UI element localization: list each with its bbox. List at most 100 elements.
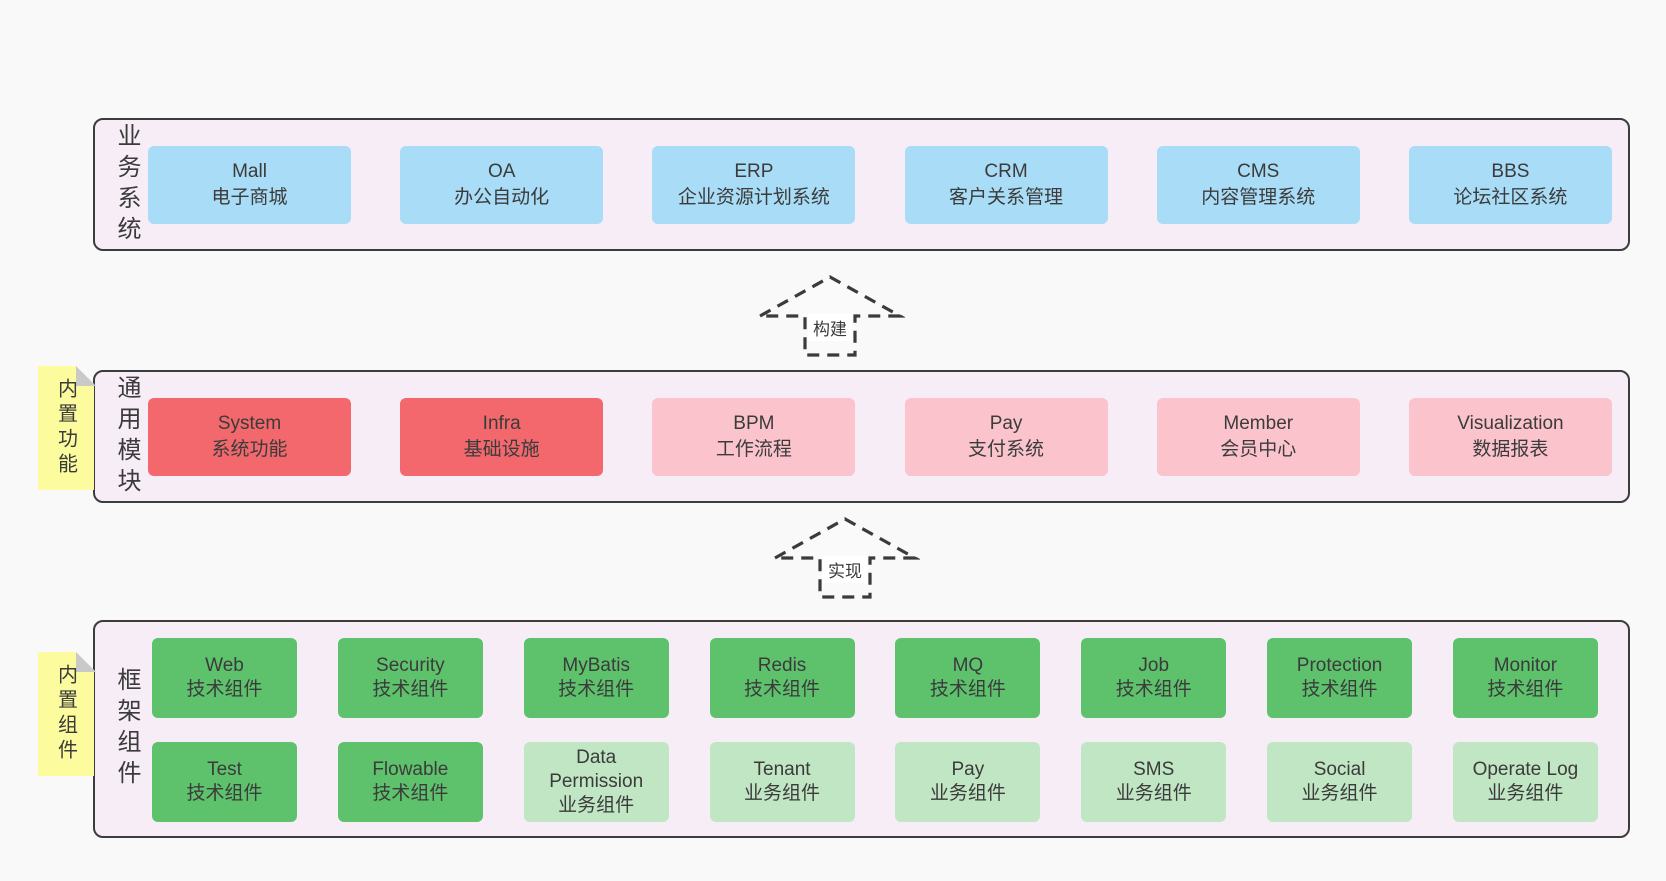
box-desc: 技术组件 bbox=[186, 679, 263, 700]
box-name: BBS bbox=[1491, 160, 1530, 182]
box-desc: 企业资源计划系统 bbox=[677, 186, 830, 208]
box-desc: 技术组件 bbox=[1115, 679, 1192, 700]
box-name: Test bbox=[207, 759, 242, 780]
box-security: Security 技术组件 bbox=[337, 638, 483, 718]
box-desc: 业务组件 bbox=[929, 783, 1006, 804]
note-built-in-components: 内置组件 bbox=[38, 652, 96, 776]
box-erp: ERP 企业资源计划系统 bbox=[652, 145, 856, 224]
box-desc: 技术组件 bbox=[372, 783, 449, 804]
box-flowable: Flowable 技术组件 bbox=[337, 742, 483, 822]
layer-business-systems: 业务系统 Mall 电子商城 OA 办公自动化 ERP 企业资源计划系统 CRM… bbox=[93, 118, 1630, 251]
box-desc: 数据报表 bbox=[1472, 438, 1549, 460]
box-desc: 系统功能 bbox=[211, 438, 288, 460]
box-desc: 业务组件 bbox=[1301, 783, 1378, 804]
box-name: BPM bbox=[733, 412, 775, 434]
arrow-implement: 实现 bbox=[770, 514, 920, 602]
box-name: Flowable bbox=[372, 759, 449, 780]
box-desc: 业务组件 bbox=[558, 795, 635, 816]
box-member: Member 会员中心 bbox=[1156, 397, 1360, 476]
components-rows: Web 技术组件 Security 技术组件 MyBatis 技术组件 Redi… bbox=[152, 638, 1598, 822]
box-name: Web bbox=[205, 655, 244, 676]
box-desc: 技术组件 bbox=[186, 783, 263, 804]
box-desc: 技术组件 bbox=[929, 679, 1006, 700]
box-visualization: Visualization 数据报表 bbox=[1408, 397, 1612, 476]
box-sms: SMS 业务组件 bbox=[1081, 742, 1227, 822]
box-name: Member bbox=[1223, 412, 1294, 434]
box-name: Monitor bbox=[1493, 655, 1558, 676]
box-name: SMS bbox=[1133, 759, 1175, 780]
box-name: ERP bbox=[734, 160, 774, 182]
box-name: CMS bbox=[1237, 160, 1280, 182]
box-name: Protection bbox=[1296, 655, 1383, 676]
box-desc: 基础设施 bbox=[463, 438, 540, 460]
note-built-in-features: 内置功能 bbox=[38, 366, 96, 490]
box-web: Web 技术组件 bbox=[152, 638, 297, 718]
box-infra: Infra 基础设施 bbox=[400, 397, 604, 476]
box-bpm: BPM 工作流程 bbox=[652, 397, 856, 476]
box-name: Tenant bbox=[753, 759, 811, 780]
layer-modules-side-label: 通用模块 bbox=[113, 374, 140, 499]
box-pay-component: Pay 业务组件 bbox=[895, 742, 1041, 822]
box-mq: MQ 技术组件 bbox=[895, 638, 1041, 718]
box-data-permission: Data Permission 业务组件 bbox=[523, 742, 669, 822]
box-pay-system: Pay 支付系统 bbox=[904, 397, 1108, 476]
box-monitor: Monitor 技术组件 bbox=[1452, 638, 1598, 718]
layer-components-side-label: 框架组件 bbox=[113, 667, 140, 791]
layer-business-side-label: 业务系统 bbox=[113, 122, 140, 247]
layer-framework-components: 框架组件 Web 技术组件 Security 技术组件 MyBatis 技术组件… bbox=[93, 620, 1630, 838]
box-desc: 办公自动化 bbox=[454, 186, 550, 208]
box-desc: 技术组件 bbox=[372, 679, 449, 700]
box-cms: CMS 内容管理系统 bbox=[1156, 145, 1360, 224]
components-row-2: Test 技术组件 Flowable 技术组件 Data Permission … bbox=[152, 742, 1598, 822]
box-oa: OA 办公自动化 bbox=[400, 145, 604, 224]
box-name: Pay bbox=[951, 759, 985, 780]
box-name: Mall bbox=[232, 160, 267, 182]
box-redis: Redis 技术组件 bbox=[709, 638, 855, 718]
box-name: OA bbox=[487, 160, 516, 182]
box-name: MQ bbox=[952, 655, 984, 676]
box-protection: Protection 技术组件 bbox=[1267, 638, 1413, 718]
note-paper bbox=[38, 366, 94, 490]
box-desc: 业务组件 bbox=[1115, 783, 1192, 804]
box-mall: Mall 电子商城 bbox=[148, 145, 351, 224]
box-name: Redis bbox=[757, 655, 807, 676]
modules-box-row: System 系统功能 Infra 基础设施 BPM 工作流程 Pay 支付系统… bbox=[148, 397, 1612, 476]
box-tenant: Tenant 业务组件 bbox=[709, 742, 855, 822]
box-name: Social bbox=[1313, 759, 1366, 780]
layer-common-modules: 通用模块 System 系统功能 Infra 基础设施 BPM 工作流程 Pay… bbox=[93, 370, 1630, 503]
box-desc: 技术组件 bbox=[1301, 679, 1378, 700]
box-desc: 工作流程 bbox=[715, 438, 792, 460]
box-mybatis: MyBatis 技术组件 bbox=[523, 638, 669, 718]
box-desc: 电子商城 bbox=[211, 186, 288, 208]
box-desc: 业务组件 bbox=[744, 783, 821, 804]
business-box-row: Mall 电子商城 OA 办公自动化 ERP 企业资源计划系统 CRM 客户关系… bbox=[148, 145, 1612, 224]
box-bbs: BBS 论坛社区系统 bbox=[1408, 145, 1612, 224]
box-desc: 技术组件 bbox=[744, 679, 821, 700]
box-system: System 系统功能 bbox=[148, 397, 351, 476]
box-test: Test 技术组件 bbox=[152, 742, 297, 822]
box-name: MyBatis bbox=[562, 655, 630, 676]
arrow-build: 构建 bbox=[755, 272, 905, 360]
box-name: System bbox=[217, 412, 282, 434]
box-name: Operate Log bbox=[1472, 759, 1579, 780]
box-social: Social 业务组件 bbox=[1267, 742, 1413, 822]
box-name: Visualization bbox=[1457, 412, 1564, 434]
box-name: Security bbox=[376, 655, 445, 676]
box-name: CRM bbox=[984, 160, 1028, 182]
box-desc: 客户关系管理 bbox=[949, 186, 1064, 208]
box-job: Job 技术组件 bbox=[1081, 638, 1227, 718]
box-name: Job bbox=[1138, 655, 1170, 676]
arrow-build-label: 构建 bbox=[808, 314, 852, 341]
box-operate-log: Operate Log 业务组件 bbox=[1452, 742, 1598, 822]
box-desc: 技术组件 bbox=[1487, 679, 1564, 700]
box-desc: 业务组件 bbox=[1487, 783, 1564, 804]
arrow-implement-label: 实现 bbox=[823, 556, 867, 583]
box-desc: 内容管理系统 bbox=[1201, 186, 1316, 208]
note-text: 内置功能 bbox=[54, 378, 77, 478]
box-desc: 论坛社区系统 bbox=[1453, 186, 1568, 208]
note-paper bbox=[38, 652, 94, 776]
components-row-1: Web 技术组件 Security 技术组件 MyBatis 技术组件 Redi… bbox=[152, 638, 1598, 718]
box-crm: CRM 客户关系管理 bbox=[904, 145, 1108, 224]
box-desc: 会员中心 bbox=[1220, 438, 1297, 460]
